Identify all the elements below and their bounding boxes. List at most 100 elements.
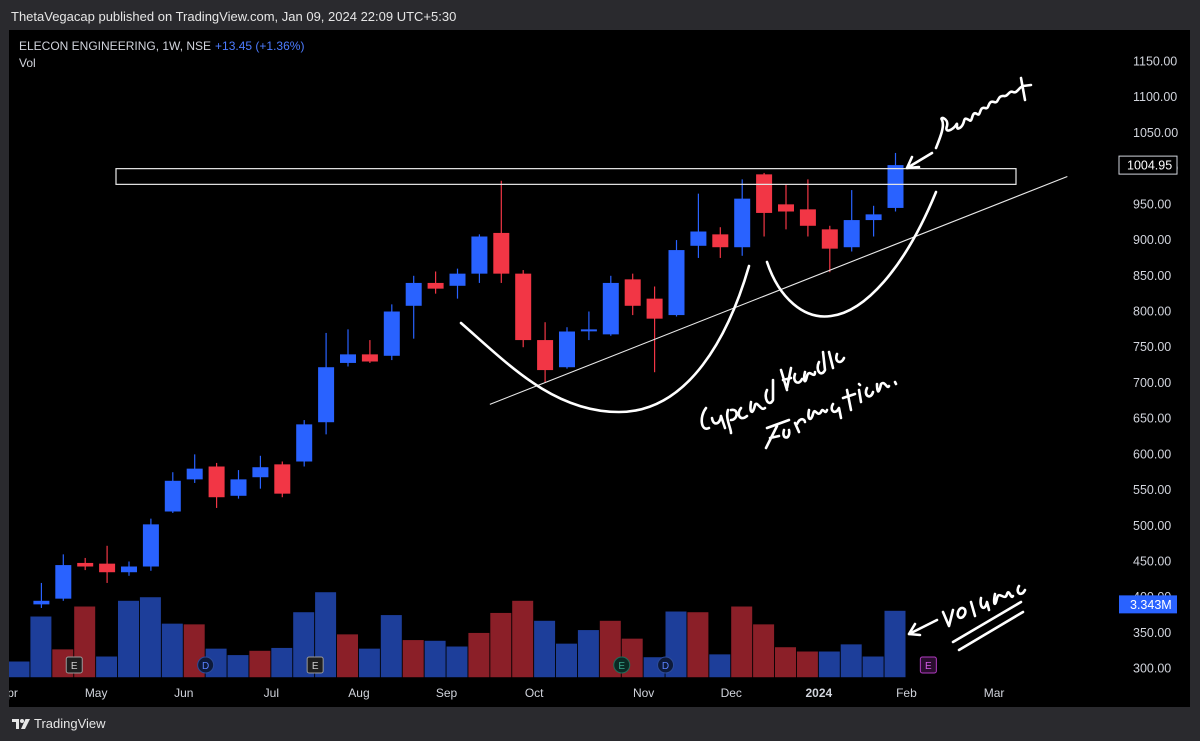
volume-bar xyxy=(468,632,490,678)
symbol-info: ELECON ENGINEERING, 1W, NSE xyxy=(19,39,212,53)
price-tick-label: 1150.00 xyxy=(1133,55,1177,69)
candle-body xyxy=(99,563,116,573)
candle xyxy=(274,461,291,498)
volume-bar xyxy=(577,630,599,678)
candle xyxy=(843,190,860,252)
price-tick-label: 350.00 xyxy=(1133,626,1171,640)
published-caption: ThetaVegacap published on TradingView.co… xyxy=(11,9,457,24)
candle xyxy=(121,561,137,576)
candle xyxy=(865,205,882,237)
event-marker[interactable]: E xyxy=(613,656,631,674)
candle-body xyxy=(142,524,159,567)
volume-bar xyxy=(534,620,556,678)
volume-bar xyxy=(424,640,446,678)
volume-bar xyxy=(862,656,884,678)
candle xyxy=(778,184,794,230)
event-marker[interactable]: E xyxy=(919,656,937,674)
event-marker[interactable]: D xyxy=(657,656,675,674)
volume-bar xyxy=(512,600,534,678)
footer: TradingView xyxy=(0,707,1200,741)
tradingview-logo-icon xyxy=(12,718,30,729)
month-tick-label: Jul xyxy=(264,686,279,700)
event-marker[interactable]: E xyxy=(65,656,83,674)
candle-body xyxy=(493,232,510,274)
candlesticks xyxy=(33,152,904,608)
candle-body xyxy=(186,468,203,480)
candle xyxy=(602,275,619,336)
candle xyxy=(580,311,597,341)
candle-body xyxy=(274,464,291,494)
candle-body xyxy=(208,466,225,498)
brand-name: TradingView xyxy=(34,716,106,731)
candle xyxy=(690,193,707,258)
volume-bar xyxy=(884,610,906,678)
price-tick-label: 900.00 xyxy=(1133,233,1171,247)
month-tick-label: Feb xyxy=(896,686,917,700)
price-tick-label: 1100.00 xyxy=(1133,90,1177,104)
price-tick-label: 950.00 xyxy=(1133,197,1171,211)
candle xyxy=(559,327,575,369)
month-tick-label: 2024 xyxy=(805,686,832,700)
volume-bar xyxy=(139,597,161,678)
volume-bar xyxy=(227,655,249,678)
volume-bar xyxy=(402,640,424,678)
resistance-zone[interactable] xyxy=(115,168,1017,185)
candle-body xyxy=(756,174,773,213)
event-marker[interactable]: D xyxy=(197,656,215,674)
candle-body xyxy=(799,209,816,226)
volume-value-tag: 3.343M xyxy=(1119,595,1177,614)
time-axis[interactable]: Apr May Jun Jul Aug Sep Oct Nov Dec 2024 Feb Mar xyxy=(9,686,1004,700)
candle-body xyxy=(515,273,532,341)
candle-body xyxy=(734,198,751,248)
tradingview-brand[interactable]: TradingView xyxy=(12,716,106,731)
volume-label: Vol xyxy=(19,56,36,70)
candle-body xyxy=(318,367,335,423)
event-marker-label: E xyxy=(925,661,932,672)
volume-bar xyxy=(709,654,731,678)
event-marker-label: E xyxy=(312,661,319,672)
candle xyxy=(186,454,203,483)
volume-bar xyxy=(446,646,468,678)
candle xyxy=(668,240,685,317)
candle xyxy=(142,518,159,571)
volume-bars xyxy=(9,592,906,678)
price-axis[interactable]: 1150.001100.001050.001000.00950.00900.00… xyxy=(1118,55,1178,676)
candle-body xyxy=(405,282,422,306)
candle-body xyxy=(690,231,707,246)
candle-body xyxy=(821,229,838,249)
candle xyxy=(383,304,400,361)
volume-bar xyxy=(840,644,862,678)
candle-body xyxy=(55,565,72,599)
candle xyxy=(230,470,247,499)
candle-body xyxy=(843,220,860,248)
candle xyxy=(821,225,838,273)
event-marker[interactable]: E xyxy=(306,656,324,674)
candle-body xyxy=(121,566,137,573)
candle-body xyxy=(624,279,641,306)
price-tick-label: 750.00 xyxy=(1133,340,1171,354)
candle-body xyxy=(602,282,619,335)
volume-bar xyxy=(556,643,577,678)
candle xyxy=(208,462,225,508)
candle xyxy=(296,420,313,467)
candle xyxy=(55,554,72,601)
candle xyxy=(33,582,50,608)
last-price-tag: 1004.95 xyxy=(1118,155,1178,175)
event-marker-label: E xyxy=(71,661,78,672)
month-tick-label: Aug xyxy=(348,686,369,700)
trendline[interactable] xyxy=(489,175,1068,405)
volume-handwriting xyxy=(941,584,1027,652)
candle xyxy=(340,329,356,367)
volume-bar xyxy=(161,623,183,678)
candle-body xyxy=(383,311,400,356)
candle xyxy=(515,270,532,348)
month-tick-label: Sep xyxy=(436,686,458,700)
candle-body xyxy=(580,329,597,332)
candle xyxy=(493,180,510,283)
volume-bar xyxy=(818,651,840,678)
candle-body xyxy=(712,234,729,248)
month-tick-label: Dec xyxy=(721,686,742,700)
